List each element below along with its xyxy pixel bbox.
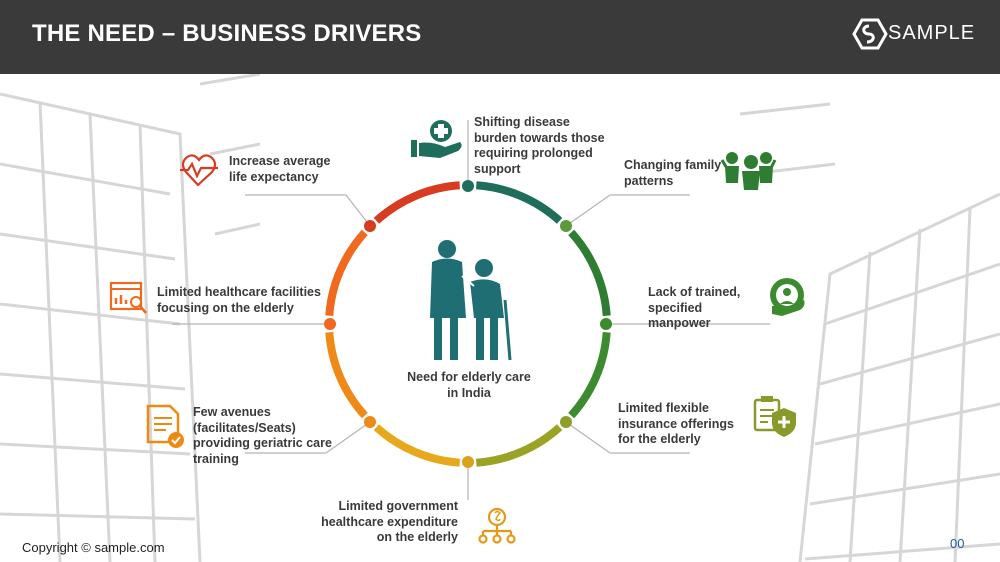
driver-label-line: requiring prolonged (474, 146, 593, 160)
ring-segment-1 (475, 181, 563, 224)
node-dot-6 (364, 416, 376, 428)
driver-label-trained-manpower: Lack of trained, specified manpower (648, 285, 740, 332)
driver-label-family-patterns: Changing family patterns (624, 158, 721, 189)
driver-label-line: healthcare expenditure (321, 514, 458, 529)
driver-label-geriatric-training: Few avenues (facilitates/Seats) providin… (193, 405, 332, 467)
elderly-couple-icon (430, 240, 512, 361)
family-icon (720, 152, 777, 190)
connector-line-8 (245, 194, 371, 227)
connector-line-4 (565, 421, 690, 454)
driver-label-line: Lack of trained, (648, 285, 741, 299)
driver-label-line: Changing family (624, 158, 722, 172)
connector-line-2 (565, 194, 690, 227)
driver-label-disease-burden: Shifting disease burden towards those re… (474, 115, 605, 177)
driver-label-life-expectancy: Increase average life expectancy (229, 154, 330, 185)
center-label: Need for elderly care in India (395, 369, 543, 401)
node-dot-3 (600, 318, 612, 330)
driver-label-line: manpower (648, 316, 711, 330)
driver-label-line: support (474, 161, 521, 176)
header-bar: THE NEED – BUSINESS DRIVERS SAMPLE (0, 0, 1000, 74)
background-building-right (740, 102, 1000, 562)
driver-label-line: for the elderly (618, 432, 701, 446)
driver-label-line: patterns (624, 173, 674, 188)
driver-label-line: focusing on the elderly (157, 300, 294, 315)
gear-person-icon (770, 278, 805, 316)
hand-medical-cross-icon (411, 120, 462, 158)
ring-segment-5 (373, 424, 461, 467)
node-dot-5 (462, 456, 474, 468)
driver-label-line: Limited healthcare facilities (157, 285, 321, 299)
driver-label-line: Limited flexible (618, 401, 709, 415)
driver-label-line: insurance offerings (618, 416, 734, 431)
node-dot-2 (560, 220, 572, 232)
money-hierarchy-icon (478, 507, 516, 544)
node-dot-1 (462, 180, 474, 192)
driver-label-line: specified (648, 300, 703, 315)
driver-label-line: training (193, 451, 239, 466)
driver-label-line: (facilitates/Seats) (193, 420, 296, 435)
driver-label-line: life expectancy (229, 169, 319, 184)
ring-segment-4 (475, 424, 563, 467)
driver-label-line: Few avenues (193, 405, 271, 419)
driver-label-line: on the elderly (376, 530, 458, 544)
sample-logo-icon (852, 18, 888, 50)
driver-label-insurance: Limited flexible insurance offerings for… (618, 401, 734, 448)
driver-label-line: Shifting disease (474, 115, 570, 129)
document-check-icon (146, 404, 184, 448)
ring-segment-7 (325, 229, 368, 317)
driver-label-line: Increase average (229, 154, 331, 168)
insurance-shield-icon (753, 396, 796, 437)
ring-segment-3 (568, 331, 611, 419)
driver-label-line: Limited government (338, 499, 458, 513)
heart-pulse-icon (180, 154, 218, 187)
driver-label-line: providing geriatric care (193, 436, 332, 450)
center-label-line: in India (447, 386, 491, 400)
center-label-line: Need for elderly care (407, 370, 531, 384)
copyright-text: Copyright © sample.com (22, 540, 165, 555)
connector-line-6 (245, 421, 371, 454)
ring-segment-8 (373, 181, 461, 224)
node-dot-4 (560, 416, 572, 428)
page-number: 00 (950, 536, 965, 551)
ring-segment-2 (568, 229, 611, 317)
node-dot-8 (364, 220, 376, 232)
chart-search-icon (109, 281, 147, 314)
node-dot-7 (324, 318, 336, 330)
driver-label-government-expenditure: Limited government healthcare expenditur… (308, 499, 458, 546)
background-building-left (0, 74, 260, 562)
driver-label-line: burden towards those (474, 130, 605, 145)
ring-segment-6 (325, 331, 368, 419)
driver-label-healthcare-facilities: Limited healthcare facilities focusing o… (157, 285, 321, 316)
page-title: THE NEED – BUSINESS DRIVERS (32, 20, 422, 47)
logo-text: SAMPLE (888, 22, 976, 44)
